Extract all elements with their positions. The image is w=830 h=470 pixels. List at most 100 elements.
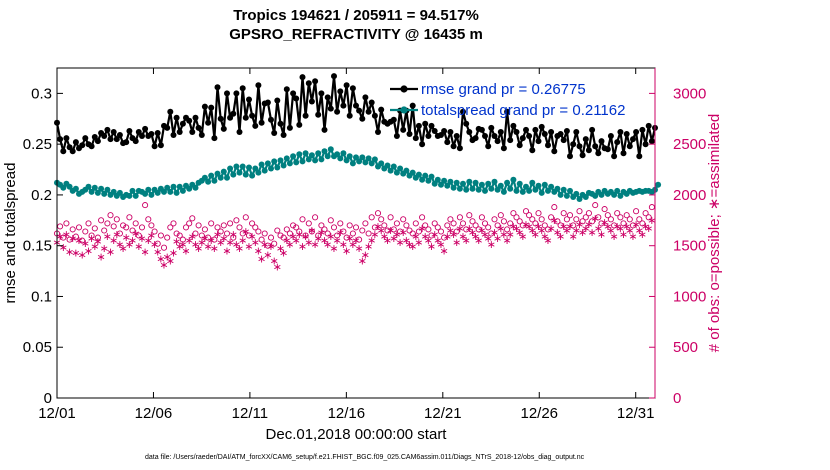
assimilated-obs-marker: ∗	[232, 238, 241, 251]
x-tick-label: 12/31	[617, 405, 655, 422]
rmse-point	[579, 152, 586, 159]
assimilated-obs-marker: ∗	[364, 240, 373, 253]
possible-obs-marker	[485, 224, 492, 231]
assimilated-obs-marker: ∗	[411, 230, 420, 243]
rmse-point	[551, 148, 558, 155]
possible-obs-marker	[135, 232, 142, 239]
possible-obs-marker	[192, 230, 199, 237]
y-tick-label-left: 0.15	[23, 238, 52, 255]
possible-obs-marker	[551, 204, 558, 211]
spread-point	[220, 168, 227, 175]
spread-point	[346, 153, 353, 160]
spread-point	[573, 190, 580, 197]
spread-point	[132, 192, 139, 199]
possible-obs-marker	[302, 232, 309, 239]
rmse-point	[198, 132, 205, 138]
possible-obs-marker	[286, 230, 293, 237]
assimilated-obs-marker: ∗	[55, 230, 64, 243]
assimilated-obs-marker: ∗	[421, 230, 430, 243]
assimilated-obs-marker: ∗	[323, 238, 332, 251]
possible-obs-marker	[617, 214, 624, 221]
rmse-point	[346, 112, 353, 119]
rmse-point	[308, 98, 315, 105]
assimilated-obs-marker: ∗	[430, 228, 439, 241]
spread-point	[239, 163, 246, 170]
assimilated-obs-marker: ∗	[288, 230, 297, 243]
rmse-point	[192, 114, 199, 121]
spread-point	[557, 191, 564, 198]
spread-point	[453, 179, 460, 186]
assimilated-obs-marker: ∗	[140, 245, 149, 258]
possible-obs-marker	[164, 234, 171, 241]
possible-obs-marker	[233, 217, 240, 224]
spread-point	[66, 183, 73, 190]
assimilated-obs-marker: ∗	[266, 240, 275, 253]
y-tick-label-right: 500	[673, 339, 698, 356]
rmse-point	[529, 147, 536, 154]
spread-point	[434, 176, 441, 183]
possible-obs-marker	[186, 220, 193, 227]
assimilated-obs-marker: ∗	[436, 238, 445, 251]
rmse-point	[523, 126, 529, 133]
assimilated-obs-marker: ∗	[351, 234, 360, 247]
spread-point	[507, 185, 514, 192]
assimilated-obs-marker: ∗	[115, 238, 124, 251]
possible-obs-marker	[60, 234, 67, 241]
assimilated-obs-marker: ∗	[244, 240, 253, 253]
spread-point	[497, 182, 504, 189]
possible-obs-marker	[120, 222, 127, 229]
possible-obs-marker	[541, 222, 548, 229]
rmse-point	[293, 95, 300, 102]
assimilated-obs-marker: ∗	[603, 220, 612, 233]
rmse-point	[164, 124, 171, 131]
assimilated-obs-marker: ∗	[354, 242, 363, 255]
possible-obs-marker	[566, 212, 574, 219]
assimilated-obs-marker: ∗	[304, 236, 313, 249]
rmse-point	[195, 124, 202, 131]
assimilated-obs-marker: ∗	[153, 245, 162, 258]
spread-point	[217, 174, 224, 181]
rmse-point	[104, 126, 111, 133]
rmse-point	[472, 135, 479, 142]
assimilated-obs-marker: ∗	[477, 224, 486, 237]
assimilated-obs-marker: ∗	[455, 222, 464, 235]
rmse-point	[290, 90, 297, 97]
spread-point	[98, 185, 105, 192]
rmse-point	[227, 114, 234, 121]
possible-obs-marker	[642, 210, 649, 217]
assimilated-obs-marker: ∗	[210, 242, 219, 255]
assimilated-obs-marker: ∗	[144, 234, 153, 247]
rmse-point	[406, 131, 413, 137]
rmse-point	[217, 115, 224, 122]
rmse-point	[425, 133, 432, 139]
spread-point	[233, 163, 240, 170]
rmse-point	[110, 129, 117, 135]
assimilated-obs-marker: ∗	[219, 232, 228, 245]
spread-point	[318, 156, 325, 163]
rmse-point	[334, 108, 341, 115]
possible-obs-marker	[466, 212, 473, 219]
assimilated-obs-marker: ∗	[235, 242, 244, 255]
rmse-point	[648, 138, 655, 145]
assimilated-obs-marker: ∗	[112, 228, 121, 241]
assimilated-obs-marker: ∗	[285, 238, 294, 251]
rmse-point	[126, 128, 133, 134]
assimilated-obs-marker: ∗	[273, 261, 282, 274]
spread-point	[526, 187, 533, 194]
assimilated-obs-marker: ∗	[213, 228, 222, 241]
spread-point	[349, 160, 356, 167]
rmse-point	[535, 138, 542, 145]
possible-obs-marker	[538, 216, 545, 223]
possible-obs-marker	[290, 222, 297, 229]
spread-point	[397, 165, 404, 172]
rmse-point	[208, 104, 215, 111]
spread-point	[504, 179, 511, 186]
assimilated-obs-marker: ∗	[458, 230, 467, 243]
spread-point	[302, 150, 309, 157]
possible-obs-marker	[157, 232, 164, 239]
rmse-point	[526, 133, 533, 139]
y-tick-label-left: 0.1	[31, 288, 52, 305]
obs-count-layer: ∗∗∗∗∗∗∗∗∗∗∗∗∗∗∗∗∗∗∗∗∗∗∗∗∗∗∗∗∗∗∗∗∗∗∗∗∗∗∗∗…	[52, 202, 657, 274]
assimilated-obs-marker: ∗	[480, 228, 489, 241]
spread-point	[491, 178, 498, 185]
